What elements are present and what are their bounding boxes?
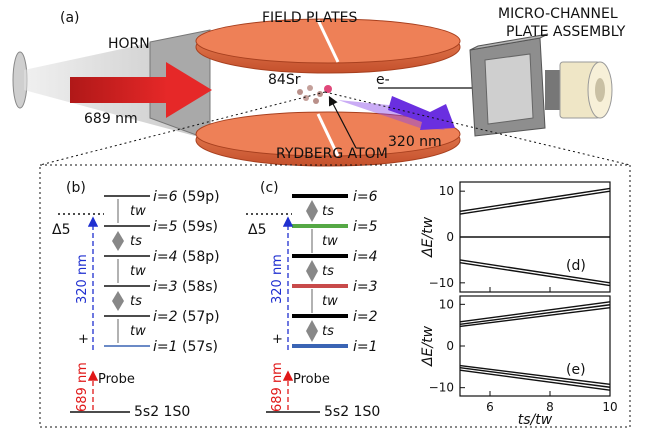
series-line-0 xyxy=(459,190,611,215)
ground-c-label: 5s2 1S0 xyxy=(324,404,380,420)
level-c-6-label: i=6 xyxy=(353,189,378,205)
plus-b-label: + xyxy=(78,332,89,347)
coupling-b-54: ts xyxy=(112,231,142,251)
panel-b-label: (b) xyxy=(66,180,86,196)
svg-text:tw: tw xyxy=(130,324,146,339)
level-b-5-label: i=5 (59s) xyxy=(153,219,218,235)
detuning-c-label: Δ5 xyxy=(248,222,266,238)
svg-text:ts: ts xyxy=(322,264,334,279)
series-line-3 xyxy=(459,364,611,386)
red-b-label: 689 nm xyxy=(75,362,90,412)
series-line-2 xyxy=(459,301,611,323)
xtick-label: 10 xyxy=(602,400,617,414)
series-line-4 xyxy=(459,366,611,388)
ytick-label: 10 xyxy=(439,184,454,198)
level-b-1-label: i=1 (57s) xyxy=(153,339,218,355)
svg-text:tw: tw xyxy=(130,264,146,279)
electron-label: e- xyxy=(376,72,390,88)
coupling-c-21: ts xyxy=(306,320,334,342)
ytick-label: 10 xyxy=(439,297,454,311)
ground-b-label: 5s2 1S0 xyxy=(134,404,190,420)
ylabel: ΔE/tw xyxy=(420,325,436,367)
uv-b-label: 320 nm xyxy=(75,254,90,304)
mcp-assembly xyxy=(469,33,613,137)
level-diagram-c: (c) i=6 i=5 i=4 i=3 i=2 i=1 ts tw ts tw xyxy=(246,180,380,420)
red-c-label: 689 nm xyxy=(270,362,285,412)
detuning-b-label: Δ5 xyxy=(52,222,70,238)
ytick-label: −10 xyxy=(429,381,454,395)
xlabel: ts/tw xyxy=(518,412,553,428)
uv-c-label: 320 nm xyxy=(270,254,285,304)
strontium-label: 84Sr xyxy=(268,72,301,88)
level-c-3-label: i=3 xyxy=(353,279,378,295)
svg-text:ts: ts xyxy=(130,234,142,249)
mcp-label-line1: MICRO-CHANNEL xyxy=(498,6,618,22)
coupling-b-32: ts xyxy=(112,291,142,311)
series-line-3 xyxy=(459,259,611,284)
svg-text:ts: ts xyxy=(322,324,334,339)
ytick-label: 0 xyxy=(446,230,454,244)
laser-689-label: 689 nm xyxy=(84,111,138,127)
svg-text:ts: ts xyxy=(322,204,334,219)
zoom-line-right xyxy=(324,91,631,166)
ylabel: ΔE/tw xyxy=(420,216,436,258)
svg-text:ts: ts xyxy=(130,294,142,309)
panel-c-label: (c) xyxy=(260,180,279,196)
laser-320-beam xyxy=(338,96,455,130)
field-plate-bottom xyxy=(195,111,461,167)
probe-c-label: Probe xyxy=(293,372,330,387)
chart-panel-label: (e) xyxy=(566,362,586,378)
horn-label: HORN xyxy=(108,36,150,52)
ytick-label: 0 xyxy=(446,339,454,353)
probe-b-label: Probe xyxy=(98,372,135,387)
level-b-2-label: i=2 (57p) xyxy=(153,309,220,325)
level-c-4-label: i=4 xyxy=(353,249,378,265)
coupling-b-43: tw xyxy=(117,259,146,283)
lower-frame xyxy=(39,164,631,428)
zoom-line-left xyxy=(39,91,326,166)
rydberg-label: RYDBERG ATOM xyxy=(276,146,388,162)
laser-320-label: 320 nm xyxy=(388,134,442,150)
chart-panel-label: (d) xyxy=(566,258,586,274)
svg-text:tw: tw xyxy=(322,234,338,249)
panel-a-label: (a) xyxy=(60,10,80,26)
series-line-0 xyxy=(459,306,611,328)
coupling-c-65: ts xyxy=(306,200,334,222)
laser-689-arrow xyxy=(70,62,212,118)
rydberg-pointer xyxy=(328,95,357,149)
xtick-label: 8 xyxy=(546,400,554,414)
chart-e: 10 0 −10 6 8 10 (e) ΔE/tw ts/tw xyxy=(420,295,618,428)
level-c-5-label: i=5 xyxy=(353,219,378,235)
coupling-b-65: tw xyxy=(117,199,146,223)
atom-cloud xyxy=(297,85,332,104)
series-line-1 xyxy=(459,187,611,213)
svg-text:tw: tw xyxy=(130,204,146,219)
level-c-2-label: i=2 xyxy=(353,309,378,325)
level-b-6-label: i=6 (59p) xyxy=(153,189,220,205)
coupling-c-32: tw xyxy=(311,289,338,313)
field-plate-top xyxy=(195,18,461,74)
apparatus-panel: (a) HORN 689 nm FIELD PLATES xyxy=(12,6,631,167)
mcp-label-line2: PLATE ASSEMBLY xyxy=(506,24,626,40)
field-plates-label: FIELD PLATES xyxy=(262,10,358,26)
coupling-b-21: tw xyxy=(117,319,146,343)
series-line-5 xyxy=(459,369,611,391)
level-c-1-label: i=1 xyxy=(353,339,378,355)
xtick-label: 6 xyxy=(486,400,494,414)
coupling-c-43: ts xyxy=(306,260,334,282)
level-b-4-label: i=4 (58p) xyxy=(153,249,220,265)
plus-c-label: + xyxy=(272,332,283,347)
level-b-3-label: i=3 (58s) xyxy=(153,279,218,295)
level-diagram-b: (b) i=6 (59p) i=5 (59s) i=4 (58p) i=3 (5… xyxy=(52,180,220,420)
chart-d: 10 0 −10 (d) ΔE/tw xyxy=(420,181,611,293)
coupling-c-54: tw xyxy=(311,229,338,253)
ytick-label: −10 xyxy=(429,276,454,290)
svg-text:tw: tw xyxy=(322,294,338,309)
series-line-4 xyxy=(459,261,611,287)
series-line-1 xyxy=(459,304,611,326)
